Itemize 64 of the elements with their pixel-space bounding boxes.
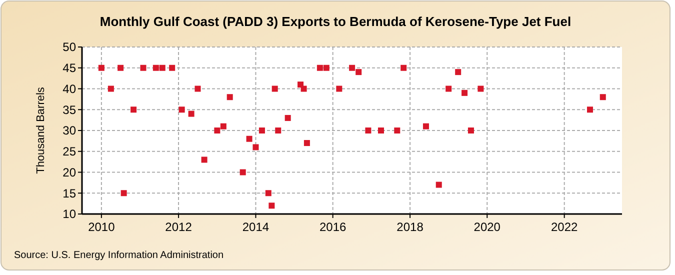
x-tick-label: 2010 <box>88 220 116 234</box>
y-tick-label: 30 <box>62 124 76 138</box>
point <box>130 106 137 113</box>
point <box>108 86 114 92</box>
point <box>455 69 462 76</box>
y-tick-label: 50 <box>62 40 76 54</box>
point <box>356 69 362 76</box>
point <box>98 64 104 71</box>
point <box>478 86 484 92</box>
point <box>159 64 166 71</box>
point <box>378 128 384 134</box>
point <box>300 86 307 92</box>
point <box>201 156 208 163</box>
point <box>169 64 176 71</box>
point <box>468 128 474 134</box>
point <box>394 128 400 134</box>
y-tick-label: 40 <box>62 82 76 96</box>
y-tick-label: 10 <box>62 207 76 222</box>
point <box>246 136 252 142</box>
point <box>226 94 233 100</box>
point <box>240 169 246 176</box>
source-note: Source: U.S. Energy Information Administration <box>14 250 224 261</box>
point <box>316 64 323 71</box>
point <box>400 64 407 71</box>
x-tick-label: 2022 <box>550 220 578 234</box>
x-tick-label: 2018 <box>396 220 424 234</box>
point <box>140 64 146 71</box>
x-tick-label: 2020 <box>474 220 501 234</box>
y-tick-label: 15 <box>62 186 76 200</box>
point <box>152 64 159 71</box>
y-tick-label: 20 <box>62 165 76 180</box>
point <box>446 86 452 92</box>
point <box>436 182 442 188</box>
chart-title: Monthly Gulf Coast (PADD 3) Exports to Bermuda of Kerosene-Type Jet Fuel <box>100 14 572 29</box>
point <box>365 128 372 134</box>
point <box>349 64 356 71</box>
point <box>422 123 429 130</box>
point <box>118 64 124 71</box>
point <box>220 123 226 130</box>
point <box>272 86 278 92</box>
point <box>178 106 185 113</box>
point <box>600 94 606 100</box>
point <box>336 86 342 92</box>
x-tick-label: 2012 <box>165 220 192 234</box>
point <box>252 144 259 150</box>
y-tick-label: 35 <box>62 102 76 117</box>
y-tick-label: 25 <box>62 144 76 159</box>
point <box>258 128 265 134</box>
point <box>268 202 275 209</box>
point <box>304 140 310 146</box>
point <box>194 86 201 92</box>
point <box>265 190 272 196</box>
point <box>275 128 282 134</box>
x-tick-label: 2014 <box>242 220 270 234</box>
point <box>120 190 127 196</box>
y-axis-title: Thousand Barrels <box>35 86 47 174</box>
y-tick-label: 45 <box>62 61 76 76</box>
x-tick-label: 2016 <box>319 220 346 234</box>
point <box>284 114 291 121</box>
point <box>188 110 194 117</box>
point <box>587 106 593 113</box>
point <box>323 64 330 71</box>
point <box>462 90 468 96</box>
point <box>214 128 220 134</box>
